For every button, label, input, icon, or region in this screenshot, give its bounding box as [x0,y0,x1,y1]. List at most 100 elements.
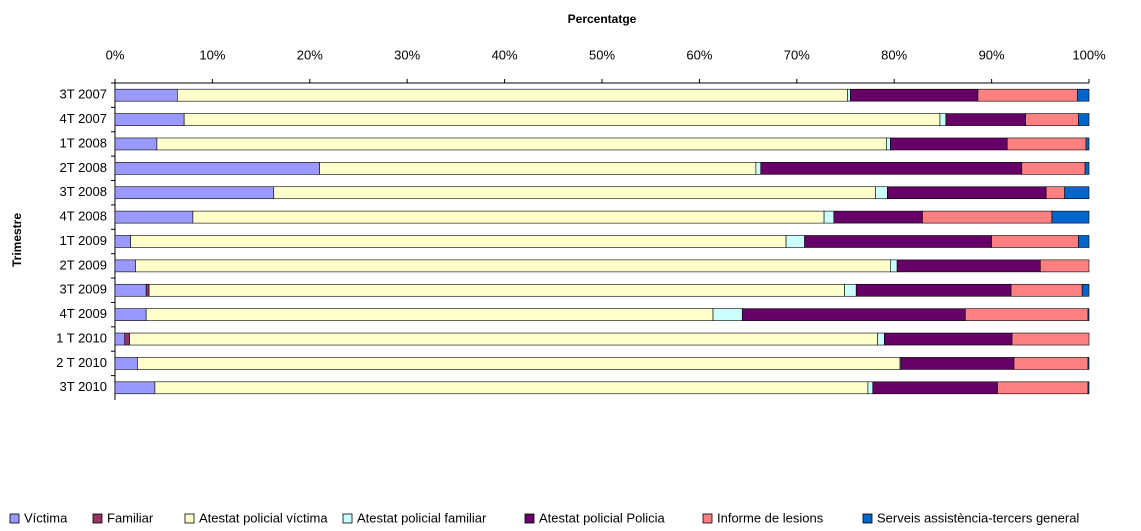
y-tick-label: 2T 2008 [60,160,107,175]
bar-segment [156,137,887,151]
legend-label: Serveis assistència-tercers general [877,510,1079,525]
bar-segment [847,88,851,102]
x-tick-label: 20% [297,47,323,62]
bar-segment [1087,357,1090,370]
bar-segment [1081,283,1090,297]
legend-swatch [342,513,353,524]
bar-segment [1077,88,1090,102]
y-tick-label: 4T 2008 [60,209,107,224]
bar-segment [114,283,147,297]
x-tick-label: 60% [686,47,712,62]
bar-segment [755,162,762,175]
legend-swatch [702,513,713,524]
bar-segment [183,113,941,126]
x-tick-label: 0% [106,47,125,62]
bar-segment [124,332,130,346]
bar-segment [1084,162,1090,175]
y-axis-title: Trimestre [10,213,24,267]
bar-segment [129,332,878,346]
bar-segment [114,186,275,200]
bar-segment [855,283,1012,297]
bar-segment [833,210,923,224]
y-tick-label: 1 T 2010 [56,330,107,345]
bar-segment [114,137,158,151]
bar-segment [137,357,901,370]
bar-segment [785,235,805,248]
chart-title: Percentatge [568,12,637,26]
bar-segment [997,381,1089,395]
legend-label: Víctima [24,510,68,525]
bar-segment [135,259,891,273]
bar-segment [114,381,156,395]
bar-segment [867,381,874,395]
bar-segment [887,186,1047,200]
bar-segment [896,259,1041,273]
bar-segment [114,332,126,346]
y-tick-label: 4T 2009 [60,306,107,321]
legend-label: Informe de lesions [717,510,824,525]
bar-segment [114,308,147,321]
bar-segment [884,332,1013,346]
bar-segment [1087,308,1090,321]
legend-swatch [524,513,535,524]
bar-segment [1077,113,1090,126]
x-tick-label: 10% [199,47,225,62]
bar-segment [145,283,150,297]
bar-segment [114,235,131,248]
bar-segment [148,283,845,297]
bar-segment [114,357,138,370]
bar-segment [1025,113,1079,126]
bar-segment [1045,186,1065,200]
y-tick-label: 3T 2008 [60,184,107,199]
bar-segment [922,210,1053,224]
x-tick-label: 100% [1072,47,1106,62]
y-tick-label: 1T 2009 [60,233,107,248]
bar-segment [1021,162,1086,175]
bar-segment [741,308,966,321]
y-tick-label: 1T 2008 [60,135,107,150]
bar-segment [886,137,891,151]
y-tick-label: 2 T 2010 [56,355,107,370]
bar-segment [319,162,757,175]
bar-segment [114,113,185,126]
bar-segment [145,308,714,321]
bar-segment [945,113,1026,126]
legend-swatch [92,513,103,524]
bar-segment [130,235,787,248]
y-tick-label: 3T 2010 [60,379,107,394]
x-tick-label: 30% [394,47,420,62]
bar-segment [177,88,848,102]
bar-segment [844,283,857,297]
bar-segment [712,308,743,321]
x-tick-label: 50% [589,47,615,62]
bar-segment [114,88,178,102]
bar-segment [804,235,992,248]
bar-segment [760,162,1023,175]
bar-segment [890,137,1008,151]
bar-segment [1010,283,1083,297]
bar-segment [114,210,194,224]
bar-segment [823,210,835,224]
x-tick-label: 90% [979,47,1005,62]
bar-segment [965,308,1089,321]
legend-swatch [862,513,873,524]
bar-segment [114,259,136,273]
bar-segment [154,381,869,395]
bar-segment [1064,186,1090,200]
bar-segment [991,235,1079,248]
legend-label: Atestat policial víctima [199,510,328,525]
bar-segment [890,259,898,273]
bar-segment [1006,137,1087,151]
bar-segment [1051,210,1090,224]
legend-label: Familiar [107,510,154,525]
x-tick-label: 40% [492,47,518,62]
bar-segment [1085,137,1090,151]
legend-label: Atestat policial Policia [539,510,665,525]
x-tick-label: 70% [784,47,810,62]
bar-segment [192,210,825,224]
y-tick-label: 3T 2009 [60,282,107,297]
bar-segment [877,332,885,346]
y-tick-label: 4T 2007 [60,111,107,126]
